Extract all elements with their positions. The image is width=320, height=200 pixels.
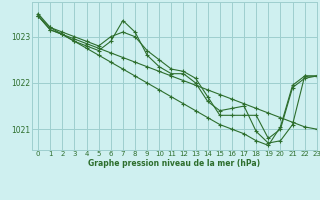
X-axis label: Graphe pression niveau de la mer (hPa): Graphe pression niveau de la mer (hPa) — [88, 159, 260, 168]
